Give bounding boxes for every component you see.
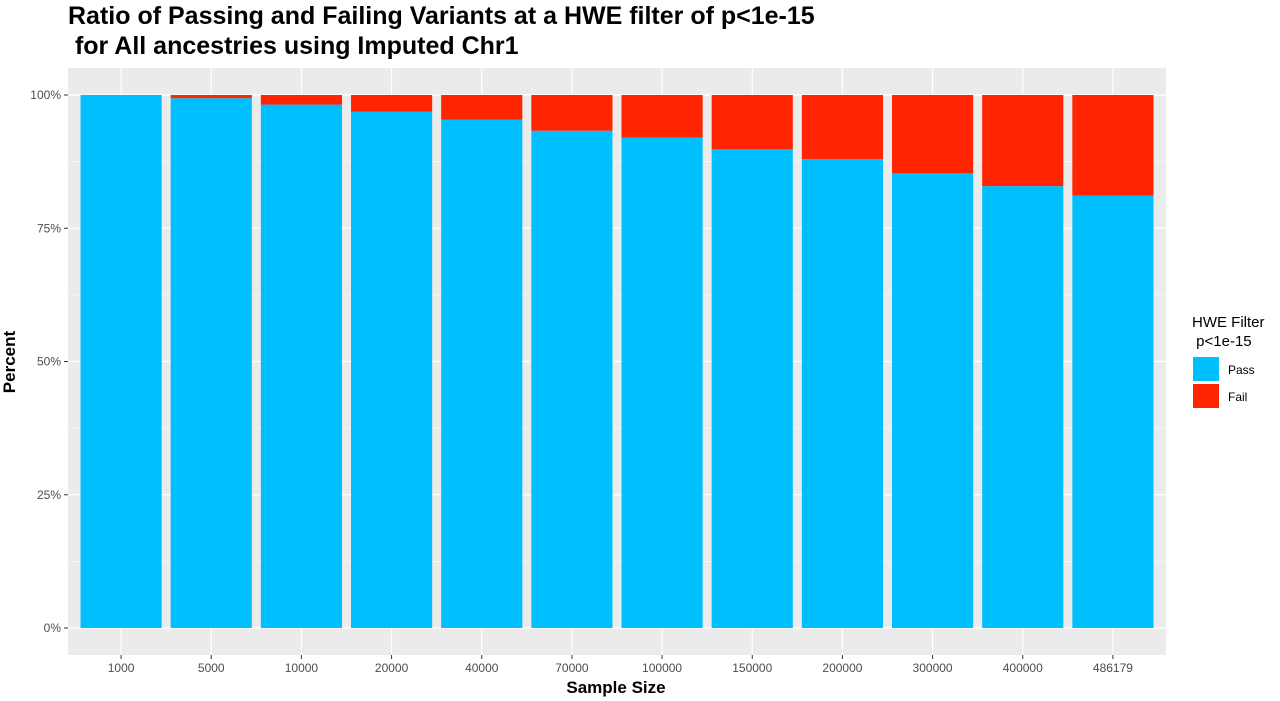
bar-pass-486179 <box>1072 195 1154 628</box>
bar-pass-200000 <box>801 158 883 628</box>
legend-label-fail: Fail <box>1228 390 1247 404</box>
x-tick-label: 400000 <box>1003 661 1043 675</box>
bar-fail-20000 <box>351 95 433 112</box>
x-tick-label: 200000 <box>822 661 862 675</box>
bars-group <box>80 95 1154 629</box>
x-tick-label: 5000 <box>198 661 225 675</box>
bar-fail-70000 <box>531 95 613 131</box>
x-tick-label: 70000 <box>555 661 589 675</box>
chart-title-line2: for All ancestries using Imputed Chr1 <box>68 32 519 60</box>
bar-pass-40000 <box>441 119 523 628</box>
x-axis: 1000 5000 10000 20000 40000 70000 100000 150000… <box>108 655 1133 675</box>
bar-pass-100000 <box>621 137 703 628</box>
bar-pass-400000 <box>982 186 1064 628</box>
chart-title-line1: Ratio of Passing and Failing Variants at… <box>68 2 815 30</box>
y-tick-label: 100% <box>30 88 61 102</box>
y-tick-label: 25% <box>37 488 61 502</box>
bar-fail-200000 <box>801 95 883 159</box>
bar-pass-10000 <box>260 104 342 629</box>
bar-pass-70000 <box>531 130 613 628</box>
legend-title-line2: p<1e-15 <box>1192 333 1252 350</box>
x-tick-label: 150000 <box>732 661 772 675</box>
legend-swatch-pass <box>1193 357 1219 381</box>
y-tick-label: 50% <box>37 355 61 369</box>
bar-pass-5000 <box>170 98 252 628</box>
bar-pass-1000 <box>80 95 162 628</box>
bar-fail-150000 <box>711 95 793 150</box>
y-axis: 0% 25% 50% 75% 100% <box>30 88 68 635</box>
y-tick-label: 0% <box>44 621 62 635</box>
bar-fail-300000 <box>892 95 974 174</box>
bar-fail-10000 <box>260 95 342 105</box>
x-tick-label: 20000 <box>375 661 409 675</box>
bar-fail-100000 <box>621 95 703 138</box>
x-axis-title: Sample Size <box>566 678 665 697</box>
x-tick-label: 486179 <box>1093 661 1133 675</box>
legend: HWE Filter p<1e-15 Pass Fail <box>1192 314 1265 408</box>
legend-swatch-fail <box>1193 384 1219 408</box>
bar-fail-400000 <box>982 95 1064 187</box>
x-tick-label: 1000 <box>108 661 135 675</box>
legend-label-pass: Pass <box>1228 363 1255 377</box>
bar-pass-150000 <box>711 149 793 628</box>
bar-fail-5000 <box>170 95 252 99</box>
x-tick-label: 300000 <box>913 661 953 675</box>
y-tick-label: 75% <box>37 221 61 235</box>
bar-pass-300000 <box>892 173 974 628</box>
y-axis-title: Percent <box>0 330 19 393</box>
x-tick-label: 10000 <box>285 661 319 675</box>
bar-fail-40000 <box>441 95 523 120</box>
bar-fail-486179 <box>1072 95 1154 196</box>
x-tick-label: 40000 <box>465 661 499 675</box>
bar-pass-20000 <box>351 111 433 628</box>
x-tick-label: 100000 <box>642 661 682 675</box>
legend-title-line1: HWE Filter <box>1192 314 1265 331</box>
